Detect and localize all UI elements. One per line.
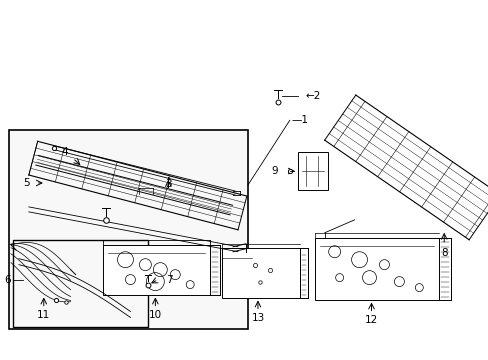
Text: 12: 12 [364, 315, 377, 325]
Text: 9: 9 [271, 166, 277, 176]
Text: 6: 6 [4, 275, 11, 285]
Text: ←2: ←2 [305, 91, 321, 101]
Text: 8: 8 [440, 248, 447, 258]
Text: 4: 4 [61, 147, 68, 157]
Bar [222, 248, 299, 298]
Bar [13, 240, 148, 328]
Text: 13: 13 [251, 314, 264, 324]
Text: 10: 10 [148, 310, 162, 320]
Bar [297, 152, 327, 190]
Text: 5: 5 [23, 178, 30, 188]
Bar [314, 238, 438, 300]
Text: 11: 11 [37, 310, 50, 320]
Bar [9, 130, 247, 329]
Text: 3: 3 [164, 179, 171, 189]
Text: 7: 7 [166, 275, 173, 285]
Text: —1: —1 [291, 115, 308, 125]
Bar [102, 245, 210, 294]
